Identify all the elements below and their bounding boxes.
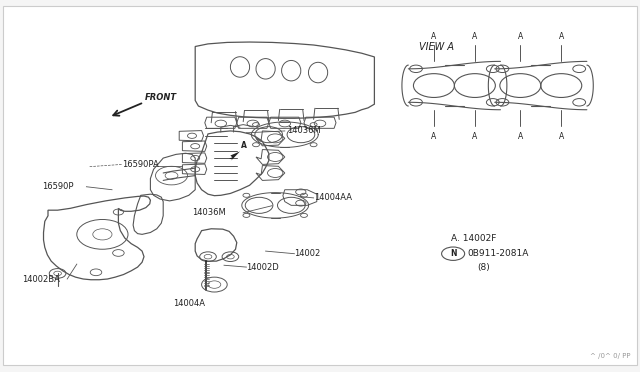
- Text: A. 14002F: A. 14002F: [451, 234, 497, 243]
- Text: A: A: [518, 132, 523, 141]
- Text: 14036M: 14036M: [287, 126, 321, 135]
- Text: VIEW A: VIEW A: [419, 42, 454, 51]
- Text: ^ /0^ 0/ PP: ^ /0^ 0/ PP: [590, 353, 630, 359]
- Text: A: A: [472, 132, 477, 141]
- Text: 16590P: 16590P: [42, 182, 73, 191]
- FancyBboxPatch shape: [3, 6, 637, 365]
- Text: 14002D: 14002D: [246, 263, 279, 272]
- Text: A: A: [431, 32, 436, 41]
- Text: A: A: [472, 32, 477, 41]
- Text: A: A: [559, 32, 564, 41]
- Text: 14002: 14002: [294, 249, 321, 258]
- Text: A: A: [241, 141, 247, 150]
- Text: 14004A: 14004A: [173, 299, 205, 308]
- Polygon shape: [229, 151, 240, 161]
- Text: (8): (8): [477, 263, 490, 272]
- Text: 14036M: 14036M: [192, 208, 226, 217]
- Text: FRONT: FRONT: [145, 93, 177, 102]
- Text: 14004AA: 14004AA: [314, 193, 351, 202]
- Text: 14002BA: 14002BA: [22, 275, 60, 284]
- Text: 0B911-2081A: 0B911-2081A: [467, 249, 529, 258]
- Text: 16590PA: 16590PA: [122, 160, 158, 169]
- Text: A: A: [518, 32, 523, 41]
- Text: A: A: [431, 132, 436, 141]
- Text: N: N: [450, 249, 456, 258]
- Text: A: A: [559, 132, 564, 141]
